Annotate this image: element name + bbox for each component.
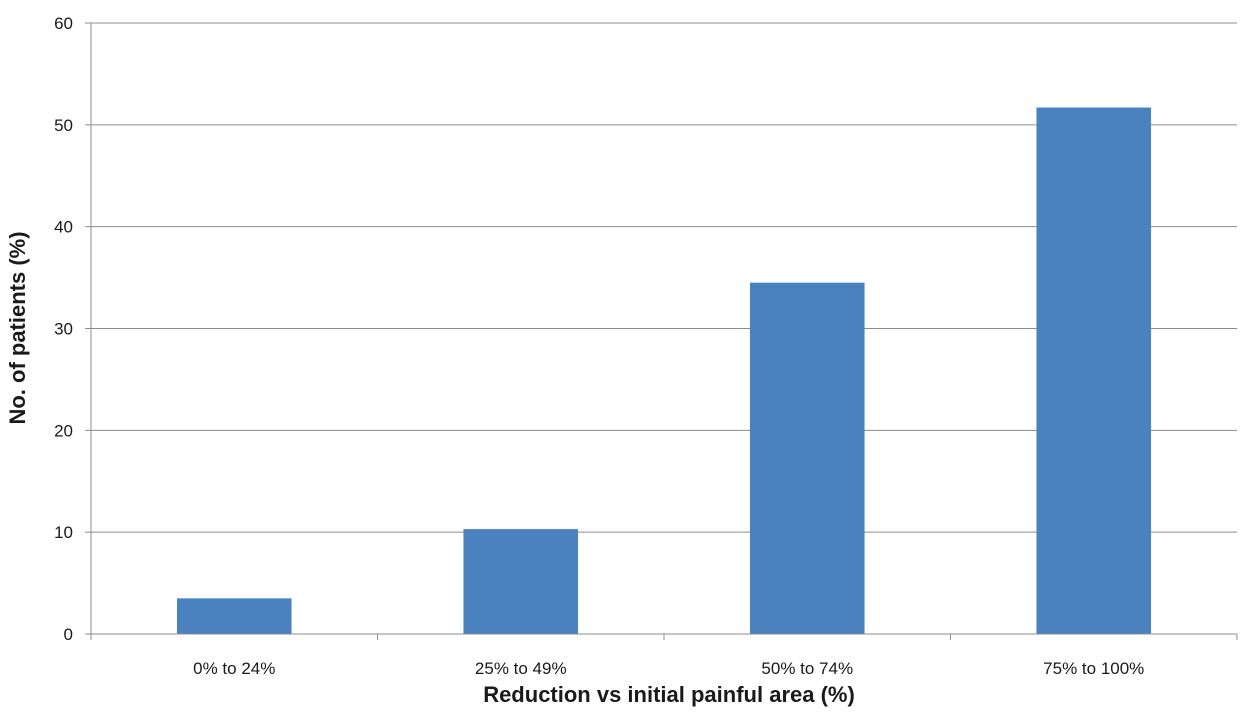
x-tick-label: 25% to 49% <box>475 659 567 678</box>
x-axis-title: Reduction vs initial painful area (%) <box>483 682 855 707</box>
bar <box>176 598 292 634</box>
x-tick-label: 50% to 74% <box>761 659 853 678</box>
y-tick-label: 20 <box>54 421 73 440</box>
y-axis-title: No. of patients (%) <box>5 231 30 424</box>
y-tick-label: 60 <box>54 14 73 33</box>
tick-labels: 0 10 20 30 40 50 60 0% to 24% 25% to 49% 50% to 7… <box>54 14 1144 678</box>
bar <box>1036 107 1152 634</box>
y-tick-label: 10 <box>54 523 73 542</box>
y-tick-label: 0 <box>64 625 73 644</box>
x-tick-label: 75% to 100% <box>1043 659 1144 678</box>
axes <box>85 22 1238 640</box>
bar <box>749 282 865 634</box>
y-tick-label: 30 <box>54 320 73 339</box>
bars <box>176 107 1152 634</box>
x-tick-label: 0% to 24% <box>193 659 275 678</box>
bar <box>463 529 579 634</box>
y-tick-label: 40 <box>54 218 73 237</box>
y-tick-label: 50 <box>54 116 73 135</box>
